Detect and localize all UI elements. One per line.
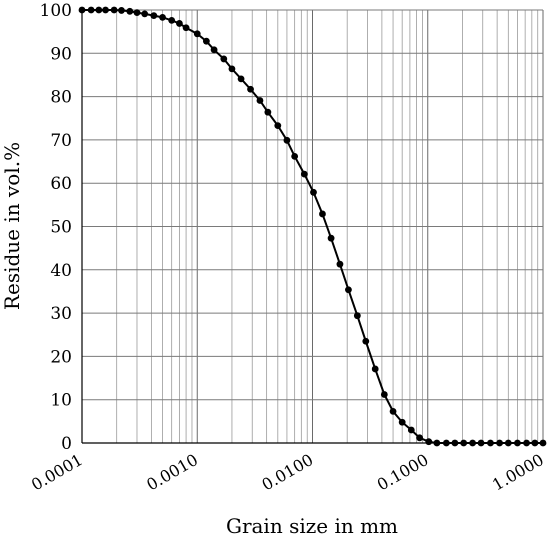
data-point (336, 260, 344, 268)
data-point (539, 439, 547, 447)
y-tick-label: 80 (50, 88, 72, 108)
data-point (210, 46, 218, 54)
data-point (133, 9, 141, 16)
data-point (469, 439, 477, 447)
data-point (496, 439, 503, 447)
data-point (477, 439, 485, 447)
data-point (78, 6, 86, 14)
data-point (110, 6, 118, 14)
data-point (460, 439, 468, 447)
data-point (416, 434, 424, 442)
data-point (398, 418, 406, 426)
data-point (345, 286, 352, 294)
data-point (141, 10, 149, 18)
x-tick-label: 0.1000 (374, 450, 432, 494)
data-point (531, 439, 539, 447)
data-point (175, 20, 183, 27)
data-point (150, 12, 158, 20)
data-point (264, 108, 272, 116)
data-point (407, 426, 415, 434)
x-tick-label: 0.0100 (259, 450, 317, 494)
data-point (95, 6, 103, 14)
data-point (514, 439, 521, 447)
y-axis-label: Residue in vol.% (0, 142, 24, 310)
data-point (451, 439, 459, 447)
data-point (247, 85, 254, 93)
data-point (380, 391, 388, 398)
y-tick-labels: 0 10 20 30 40 50 60 70 80 90 100 (40, 1, 72, 454)
data-point (87, 6, 95, 14)
data-point (504, 439, 512, 447)
data-point (182, 24, 190, 32)
x-tick-label: 1.0000 (489, 450, 547, 494)
data-point (168, 16, 176, 24)
data-point (487, 439, 494, 447)
data-point (228, 65, 236, 73)
data-point (126, 7, 134, 15)
data-point (291, 152, 299, 160)
data-point (442, 439, 450, 447)
grid (81, 9, 544, 444)
series-1 (78, 6, 547, 447)
data-point (353, 312, 361, 320)
data-point (433, 439, 441, 447)
data-point (118, 7, 125, 14)
data-point (159, 13, 166, 21)
y-tick-label: 60 (50, 174, 72, 194)
y-tick-label: 70 (50, 131, 72, 151)
data-point (193, 30, 201, 38)
data-point (220, 55, 228, 63)
y-tick-label: 30 (50, 304, 72, 324)
y-tick-label: 90 (50, 44, 72, 64)
data-point (319, 210, 326, 218)
data-point (202, 37, 210, 45)
x-tick-labels: 0.0001 0.0010 0.0100 0.1000 1.0000 (28, 450, 547, 494)
data-point (389, 407, 397, 415)
y-tick-label: 50 (50, 218, 72, 238)
y-tick-label: 40 (50, 261, 72, 281)
data-point (362, 337, 370, 345)
data-point (327, 234, 335, 242)
data-point (256, 97, 264, 104)
y-tick-label: 0 (61, 434, 72, 454)
y-tick-label: 10 (50, 391, 72, 411)
data-point (237, 75, 245, 83)
x-axis-label: Grain size in mm (226, 514, 398, 538)
y-tick-label: 100 (40, 1, 72, 21)
y-tick-label: 20 (50, 347, 72, 367)
data-point (310, 188, 317, 196)
x-tick-label: 0.0001 (28, 450, 86, 494)
data-point (102, 6, 109, 14)
x-tick-label: 0.0010 (143, 450, 201, 494)
data-point (425, 438, 433, 446)
data-point (523, 439, 530, 447)
data-point (371, 365, 379, 373)
data-point (300, 170, 308, 178)
data-point (274, 122, 282, 130)
data-point (283, 136, 291, 144)
